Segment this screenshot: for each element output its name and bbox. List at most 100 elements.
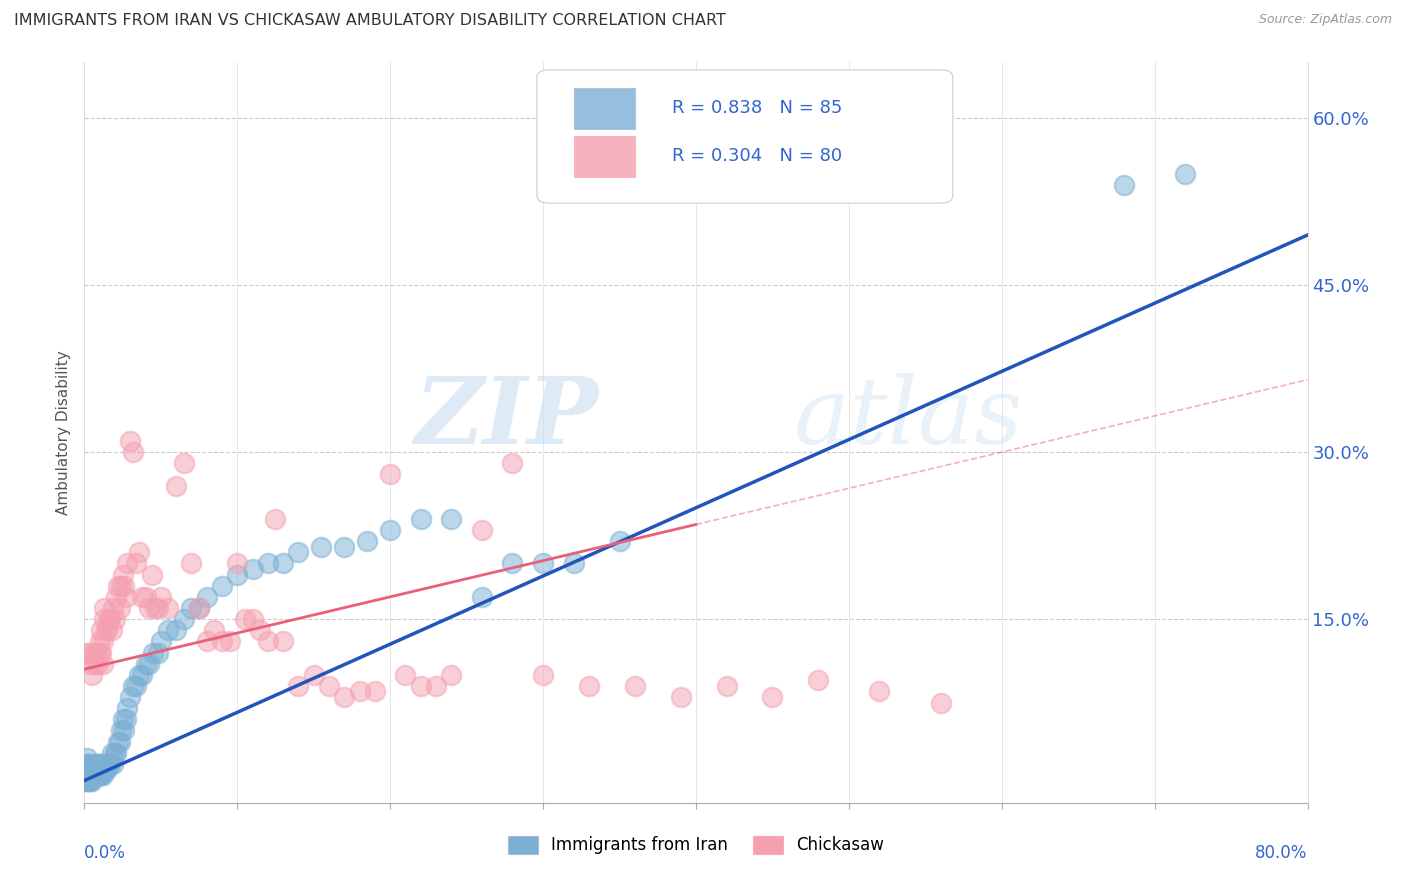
Point: [87, 756, 110, 771]
Point: [233, 612, 256, 626]
Point: [471, 590, 494, 604]
Point: [103, 756, 125, 771]
Point: [211, 634, 233, 648]
Point: [89, 646, 111, 660]
Point: [807, 673, 830, 688]
Point: [77, 756, 100, 771]
Point: [440, 667, 463, 681]
Point: [97, 612, 120, 626]
Point: [218, 634, 240, 648]
Point: [80, 763, 103, 777]
Point: [86, 763, 108, 777]
Point: [75, 773, 97, 788]
Point: [242, 562, 264, 576]
Point: [531, 667, 554, 681]
Point: [128, 667, 150, 681]
Point: [135, 590, 157, 604]
Point: [107, 579, 129, 593]
Point: [271, 634, 294, 648]
Point: [94, 624, 117, 638]
Legend: Immigrants from Iran, Chickasaw: Immigrants from Iran, Chickasaw: [501, 829, 891, 861]
Point: [311, 540, 333, 554]
Point: [287, 679, 309, 693]
Point: [107, 734, 129, 748]
Point: [91, 657, 114, 671]
Text: 80.0%: 80.0%: [1256, 844, 1308, 862]
Point: [83, 763, 105, 777]
Point: [75, 768, 97, 782]
Point: [84, 657, 107, 671]
Point: [80, 773, 103, 788]
Point: [115, 557, 138, 571]
Point: [75, 763, 97, 777]
Point: [120, 434, 142, 448]
Point: [91, 768, 114, 782]
Point: [869, 684, 891, 698]
Point: [96, 763, 118, 777]
Point: [471, 523, 494, 537]
Point: [76, 773, 98, 788]
Point: [128, 545, 150, 559]
Point: [122, 445, 145, 459]
Point: [157, 624, 180, 638]
Point: [79, 657, 101, 671]
Point: [138, 601, 160, 615]
Text: R = 0.838   N = 85: R = 0.838 N = 85: [672, 99, 842, 118]
Point: [609, 534, 631, 549]
Point: [96, 624, 118, 638]
Point: [103, 601, 125, 615]
Point: [77, 773, 100, 788]
Point: [165, 624, 187, 638]
Point: [76, 763, 98, 777]
Point: [195, 634, 218, 648]
Point: [578, 679, 600, 693]
Point: [131, 667, 153, 681]
Point: [77, 768, 100, 782]
Point: [89, 756, 111, 771]
Point: [143, 601, 166, 615]
Point: [716, 679, 738, 693]
Point: [97, 756, 120, 771]
Point: [90, 624, 112, 638]
Point: [98, 612, 121, 626]
Point: [138, 657, 160, 671]
Point: [80, 768, 103, 782]
Point: [76, 646, 98, 660]
Point: [333, 540, 356, 554]
Point: [333, 690, 356, 704]
Point: [195, 590, 218, 604]
Point: [114, 590, 136, 604]
Point: [105, 746, 128, 760]
Point: [79, 773, 101, 788]
Point: [83, 756, 105, 771]
Point: [93, 601, 115, 615]
Point: [84, 768, 107, 782]
Point: [110, 723, 132, 738]
Point: [80, 667, 103, 681]
Point: [86, 646, 108, 660]
Point: [173, 612, 195, 626]
Point: [87, 768, 110, 782]
Point: [76, 756, 98, 771]
Point: [108, 601, 131, 615]
Point: [108, 734, 131, 748]
Point: [394, 667, 416, 681]
Point: [531, 557, 554, 571]
Y-axis label: Ambulatory Disability: Ambulatory Disability: [56, 351, 72, 515]
Point: [83, 768, 105, 782]
Point: [425, 679, 447, 693]
Point: [105, 590, 128, 604]
Point: [112, 723, 135, 738]
Point: [104, 746, 127, 760]
Point: [146, 646, 169, 660]
Point: [211, 579, 233, 593]
Point: [89, 768, 111, 782]
Point: [104, 612, 127, 626]
Point: [135, 657, 157, 671]
Point: [226, 567, 249, 582]
Point: [149, 590, 172, 604]
Point: [929, 696, 952, 710]
Point: [1114, 178, 1136, 192]
Point: [94, 763, 117, 777]
Point: [287, 545, 309, 559]
